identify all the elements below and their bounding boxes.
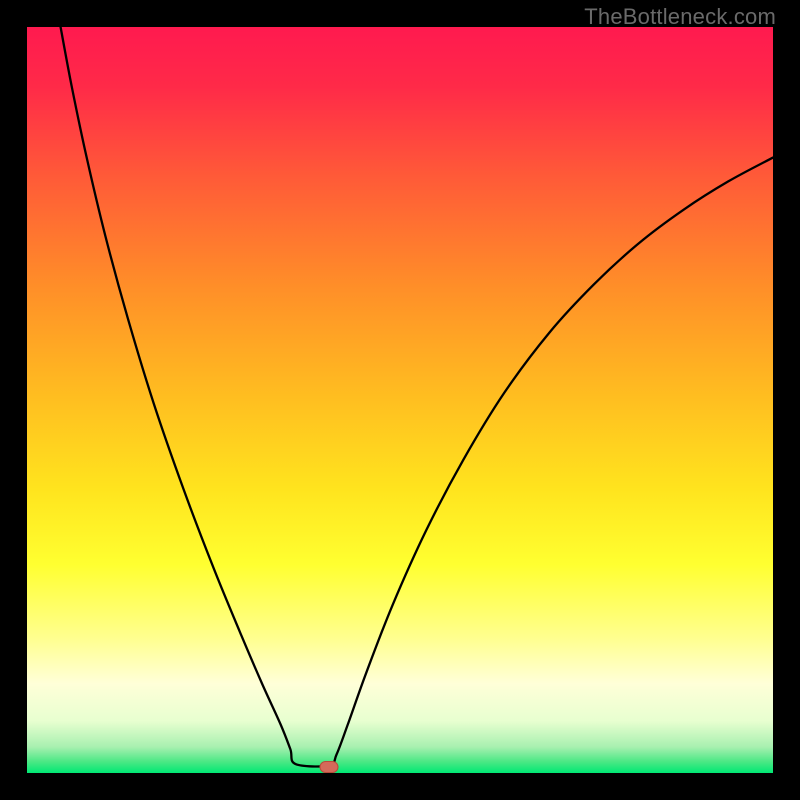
- curve-path: [61, 27, 773, 767]
- watermark-text: TheBottleneck.com: [584, 4, 776, 30]
- chart-frame: TheBottleneck.com: [0, 0, 800, 800]
- optimal-point-marker: [320, 761, 339, 773]
- plot-area: [27, 27, 773, 773]
- bottleneck-curve: [27, 27, 773, 773]
